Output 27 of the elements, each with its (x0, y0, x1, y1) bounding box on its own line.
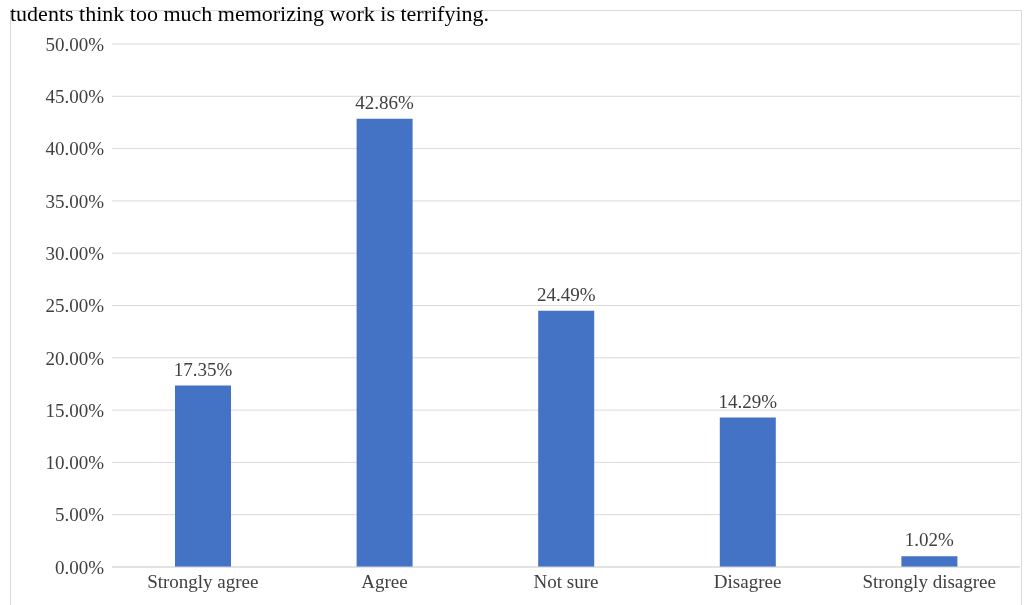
data-label: 14.29% (718, 390, 778, 412)
y-tick-label: 40.00% (45, 138, 105, 160)
y-tick-label: 30.00% (45, 242, 105, 264)
x-tick-label: Strongly disagree (862, 571, 996, 593)
chart-title: tudents think too much memorizing work is terrifying. (10, 0, 490, 28)
y-tick-label: 45.00% (45, 86, 105, 108)
bar (901, 556, 958, 567)
y-tick-label: 5.00% (54, 504, 105, 526)
y-tick-label: 50.00% (45, 33, 105, 55)
data-label: 24.49% (536, 283, 596, 305)
data-label: 17.35% (173, 358, 233, 380)
y-tick-label: 15.00% (45, 399, 105, 421)
y-tick-label: 35.00% (45, 190, 105, 212)
y-tick-label: 25.00% (45, 295, 105, 317)
x-tick-label: Disagree (713, 571, 782, 593)
x-tick-label: Not sure (533, 571, 599, 593)
bar (175, 385, 231, 567)
bar (538, 310, 595, 567)
y-tick-label: 20.00% (45, 347, 105, 369)
data-label: 42.86% (355, 91, 415, 113)
x-tick-label: Strongly agree (147, 571, 259, 593)
x-tick-label: Agree (361, 571, 408, 593)
bar (719, 417, 776, 567)
bar (356, 118, 413, 567)
y-tick-label: 0.00% (54, 556, 105, 578)
data-label: 1.02% (904, 529, 955, 551)
y-tick-label: 10.00% (45, 452, 105, 474)
